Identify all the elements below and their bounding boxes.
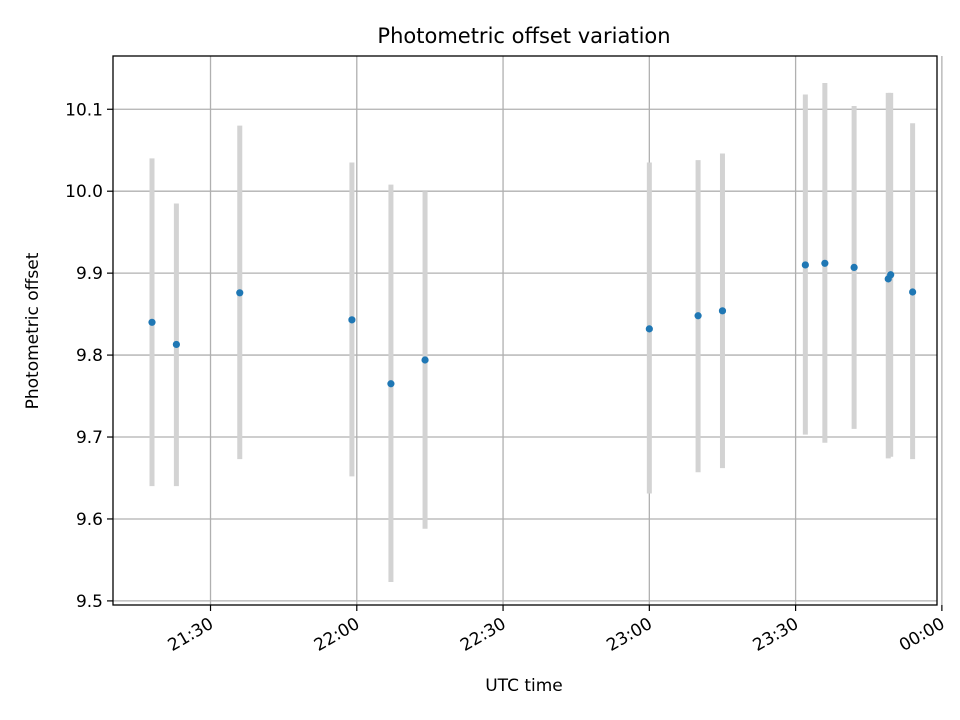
y-tick-label: 9.6	[76, 510, 103, 530]
grid-layer	[113, 56, 943, 605]
data-point	[421, 356, 429, 364]
y-axis-label: Photometric offset	[23, 252, 43, 409]
x-axis-label: UTC time	[485, 676, 563, 696]
y-tick-label: 9.7	[76, 428, 103, 448]
data-point	[348, 316, 356, 324]
plot-frame	[112, 55, 938, 606]
y-tick-label: 9.9	[76, 264, 103, 284]
data-point	[850, 263, 858, 272]
y-tick-label: 10.0	[65, 182, 103, 202]
data-point	[387, 380, 395, 388]
point-layer	[148, 259, 917, 388]
chart-title: Photometric offset variation	[377, 24, 670, 48]
y-tick-label: 9.8	[76, 346, 103, 366]
data-point	[172, 340, 180, 349]
data-point	[236, 289, 244, 297]
data-point	[718, 307, 727, 315]
y-tick-label: 10.1	[65, 100, 103, 120]
y-tick-label: 9.5	[76, 592, 103, 612]
data-point	[645, 325, 653, 333]
data-point	[909, 288, 917, 296]
y-axis-ticks: 9.5 9.6 9.7 9.8 9.9 10.0 10.1	[65, 100, 113, 612]
data-point	[694, 312, 702, 320]
data-point	[801, 261, 809, 269]
data-point	[821, 259, 829, 267]
data-point	[148, 318, 156, 326]
data-point	[887, 271, 895, 279]
